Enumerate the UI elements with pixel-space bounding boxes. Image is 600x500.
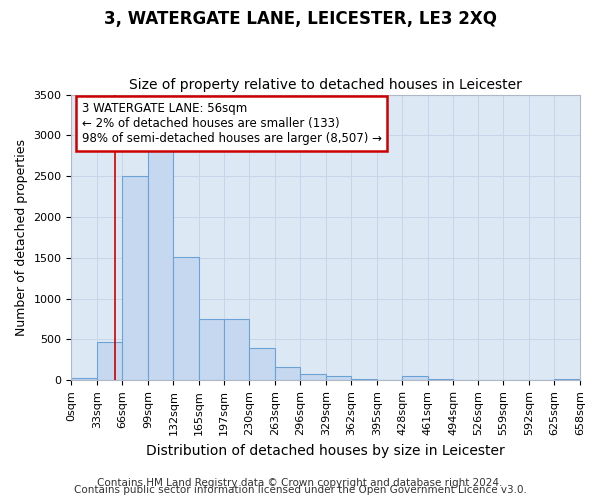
Bar	[122, 176, 148, 380]
Bar	[326, 376, 351, 380]
Text: Contains public sector information licensed under the Open Government Licence v3: Contains public sector information licen…	[74, 485, 526, 495]
X-axis label: Distribution of detached houses by size in Leicester: Distribution of detached houses by size …	[146, 444, 505, 458]
Bar	[402, 376, 428, 380]
Bar	[199, 319, 224, 380]
Title: Size of property relative to detached houses in Leicester: Size of property relative to detached ho…	[129, 78, 522, 92]
Bar	[71, 378, 97, 380]
Bar	[554, 378, 580, 380]
Bar	[300, 374, 326, 380]
Bar	[97, 342, 122, 380]
Bar	[428, 378, 453, 380]
Text: Contains HM Land Registry data © Crown copyright and database right 2024.: Contains HM Land Registry data © Crown c…	[97, 478, 503, 488]
Bar	[173, 257, 199, 380]
Bar	[249, 348, 275, 380]
Bar	[224, 319, 249, 380]
Bar	[351, 378, 377, 380]
Bar	[275, 368, 300, 380]
Text: 3 WATERGATE LANE: 56sqm
← 2% of detached houses are smaller (133)
98% of semi-de: 3 WATERGATE LANE: 56sqm ← 2% of detached…	[82, 102, 382, 144]
Y-axis label: Number of detached properties: Number of detached properties	[15, 139, 28, 336]
Bar	[148, 150, 173, 380]
Text: 3, WATERGATE LANE, LEICESTER, LE3 2XQ: 3, WATERGATE LANE, LEICESTER, LE3 2XQ	[104, 10, 497, 28]
